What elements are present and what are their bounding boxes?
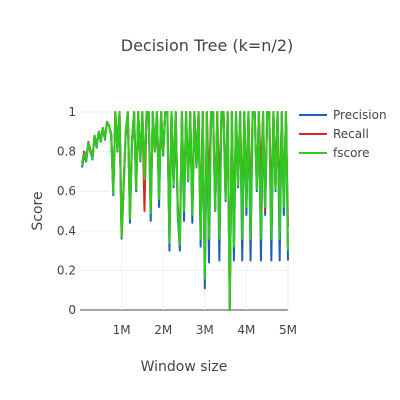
- tick-labels: 0 0.2 0.4 0.6 0.8 1 1M 2M 3M 4M 5M: [57, 105, 297, 337]
- y-axis-title: Score: [30, 191, 46, 230]
- y-tick-label: 0.6: [57, 184, 76, 198]
- y-tick-label: 1: [68, 105, 76, 119]
- x-axis-title: Window size: [141, 359, 228, 375]
- x-tick-label: 5M: [279, 323, 297, 337]
- legend: Precision Recall fscore: [299, 108, 387, 160]
- chart-title: Decision Tree (k=n/2): [121, 36, 294, 55]
- x-tick-label: 1M: [113, 323, 131, 337]
- legend-label-recall: Recall: [333, 127, 369, 141]
- series-line-fscore: [81, 111, 289, 311]
- x-tick-label: 3M: [196, 323, 214, 337]
- x-tick-label: 2M: [154, 323, 172, 337]
- y-tick-label: 0: [68, 303, 76, 317]
- x-tick-label: 4M: [237, 323, 255, 337]
- y-tick-label: 0.4: [57, 224, 76, 238]
- series-lines: [81, 111, 289, 311]
- legend-label-precision: Precision: [333, 108, 387, 122]
- y-tick-label: 0.8: [57, 145, 76, 159]
- legend-label-fscore: fscore: [333, 146, 369, 160]
- y-tick-label: 0.2: [57, 263, 76, 277]
